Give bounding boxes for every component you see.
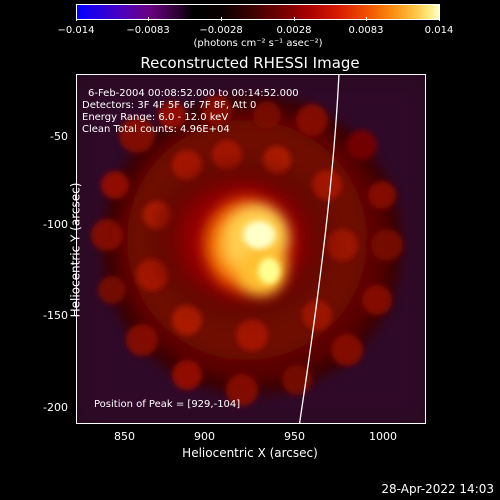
y-tick-label: -150 bbox=[43, 309, 68, 322]
rhessi-image bbox=[76, 74, 426, 424]
colorbar-tick-label: −0.0028 bbox=[199, 25, 243, 36]
x-tick-label: 900 bbox=[194, 430, 215, 443]
colorbar-tick bbox=[221, 17, 222, 21]
colorbar-tick-label: −0.014 bbox=[57, 25, 95, 36]
colorbar-tick-label: 0.0028 bbox=[276, 25, 312, 36]
colorbar-units: (photons cm⁻² s⁻¹ asec⁻²) bbox=[193, 38, 323, 49]
x-axis-label: Heliocentric X (arcsec) bbox=[182, 446, 318, 460]
x-tick-label: 950 bbox=[284, 430, 305, 443]
y-axis-label: Heliocentric Y (arcsec) bbox=[68, 182, 83, 318]
time-range: 6-Feb-2004 00:08:52.000 to 00:14:52.000 bbox=[88, 88, 299, 99]
x-tick-label: 1000 bbox=[369, 430, 397, 443]
colorbar-tick bbox=[76, 17, 77, 21]
detectors-info: Detectors: 3F 4F 5F 6F 7F 8F, Att 0 bbox=[82, 100, 257, 111]
timestamp: 28-Apr-2022 14:03 bbox=[381, 482, 494, 496]
y-tick-label: -100 bbox=[43, 218, 68, 231]
colorbar-tick-label: 0.014 bbox=[424, 25, 454, 36]
energy-range: Energy Range: 6.0 - 12.0 keV bbox=[82, 112, 229, 123]
colorbar-tick bbox=[294, 17, 295, 21]
colorbar-tick bbox=[439, 17, 440, 21]
image-title: Reconstructed RHESSI Image bbox=[140, 54, 360, 72]
solar-limb bbox=[298, 75, 340, 423]
x-tick-label: 850 bbox=[114, 430, 135, 443]
colorbar-tick bbox=[148, 17, 149, 21]
colorbar-tick bbox=[366, 17, 367, 21]
colorbar-tick-label: 0.0083 bbox=[348, 25, 384, 36]
clean-info: Clean Total counts: 4.96E+04 bbox=[82, 124, 230, 135]
colorbar bbox=[76, 4, 440, 20]
y-tick-label: -200 bbox=[43, 401, 68, 414]
peak-position: Position of Peak = [929,-104] bbox=[94, 399, 241, 410]
colorbar-tick-label: −0.0083 bbox=[126, 25, 170, 36]
rhessi-image-svg bbox=[77, 75, 425, 423]
y-tick-label: -50 bbox=[50, 130, 68, 143]
